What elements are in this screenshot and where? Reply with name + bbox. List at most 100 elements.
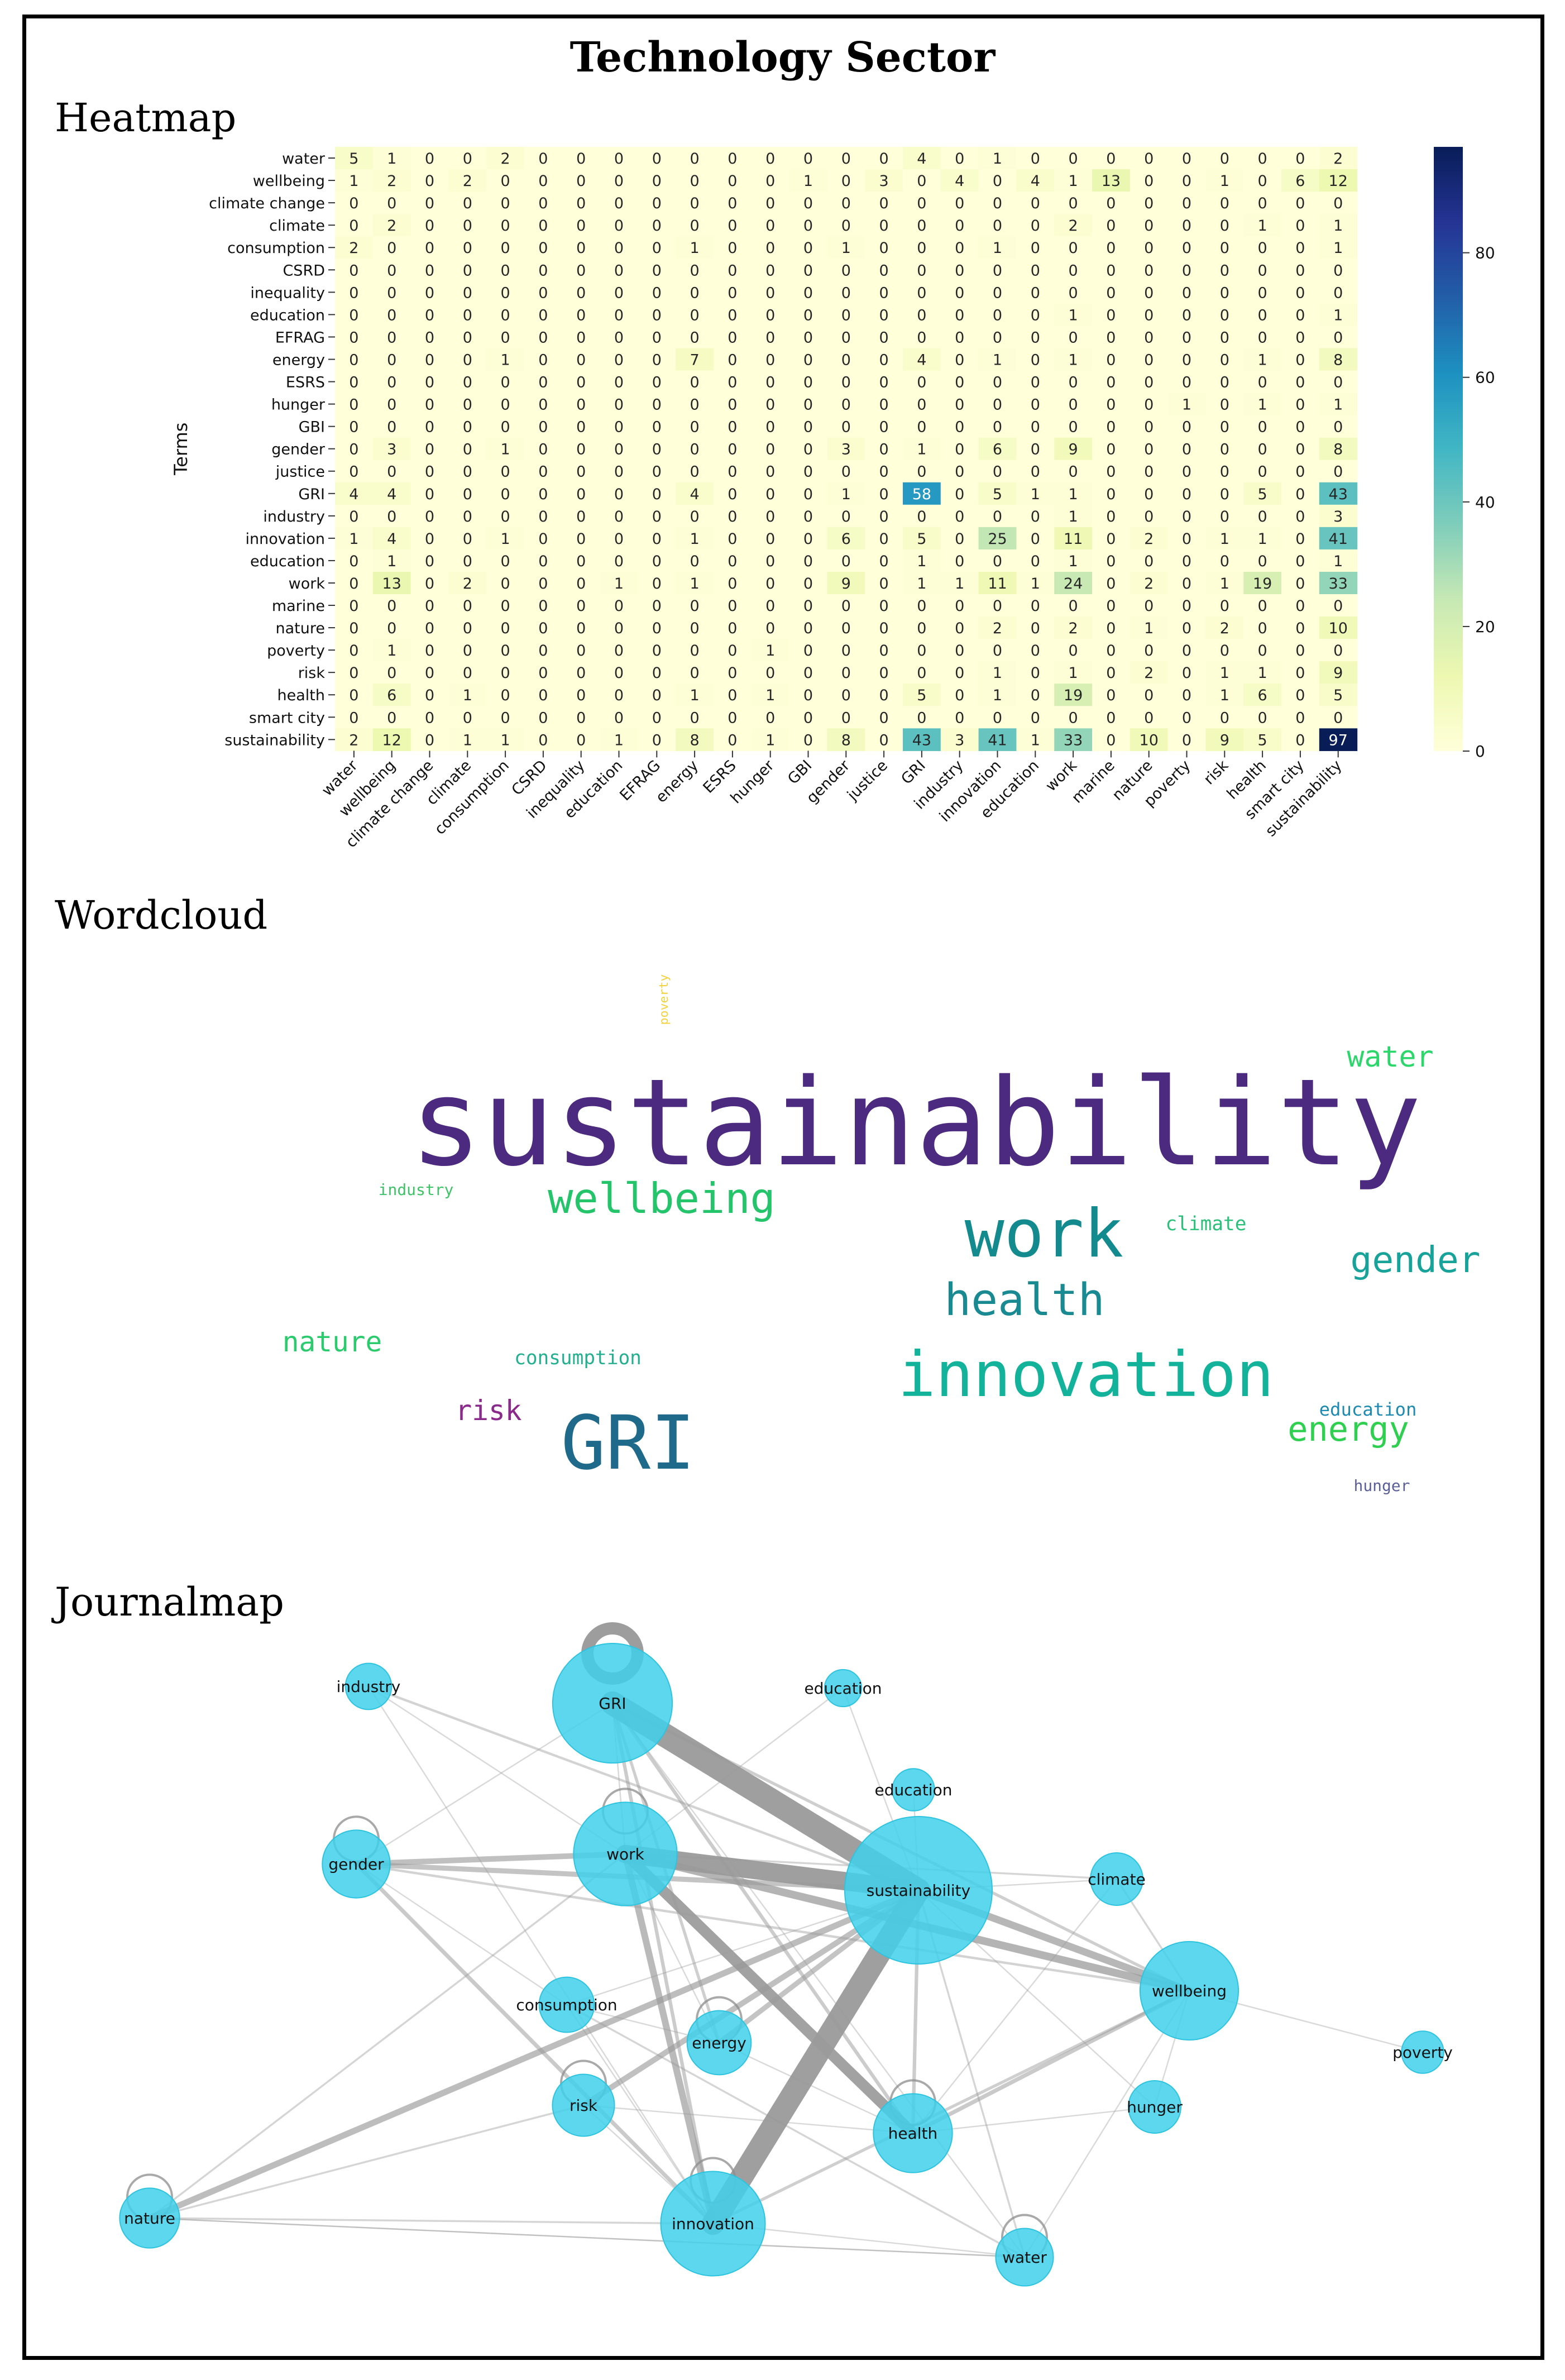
heatmap-cell xyxy=(827,259,865,281)
heatmap-cell xyxy=(940,437,979,461)
heatmap-cell xyxy=(335,549,374,572)
heatmap-cell xyxy=(638,661,676,684)
heatmap-cell xyxy=(1054,236,1093,259)
heatmap-cell-value: 0 xyxy=(576,217,586,235)
heatmap-cell xyxy=(1016,437,1055,461)
heatmap-cell-value: 0 xyxy=(1031,284,1040,302)
heatmap-cell-value: 0 xyxy=(1106,620,1116,637)
heatmap-cell xyxy=(638,192,676,214)
heatmap-cell-value: 0 xyxy=(1031,531,1040,548)
heatmap-cell-value: 1 xyxy=(1258,531,1267,548)
heatmap-cell xyxy=(940,348,979,371)
heatmap-cell-value: 0 xyxy=(690,598,700,615)
heatmap-cell-value: 0 xyxy=(728,284,737,302)
heatmap-cell xyxy=(1130,616,1169,639)
heatmap-cell-value: 0 xyxy=(614,284,624,302)
heatmap-cell xyxy=(638,348,676,371)
heatmap-cell-value: 0 xyxy=(1295,620,1305,637)
heatmap-cell-value: 0 xyxy=(652,195,662,212)
heatmap-cell xyxy=(1281,281,1320,304)
heatmap-cell-value: 5 xyxy=(1258,486,1267,503)
heatmap-cell-value: 0 xyxy=(614,217,624,235)
heatmap-cell-value: 0 xyxy=(728,329,737,346)
heatmap-cell-value: 0 xyxy=(728,531,737,548)
heatmap-cell-value: 0 xyxy=(879,374,889,391)
heatmap-cell-value: 0 xyxy=(841,284,851,302)
heatmap-cell xyxy=(486,281,525,304)
heatmap-cell-value: 0 xyxy=(841,173,851,190)
heatmap-cell-value: 5 xyxy=(917,687,926,704)
heatmap-cell-value: 6 xyxy=(993,441,1002,458)
heatmap-cell-value: 0 xyxy=(993,396,1002,414)
heatmap-cell xyxy=(676,303,714,326)
heatmap-cell-value: 0 xyxy=(1069,419,1078,436)
heatmap-cell xyxy=(714,482,752,505)
network-edge xyxy=(912,1878,1118,2134)
heatmap-cell-value: 0 xyxy=(425,374,434,391)
heatmap-cell xyxy=(978,482,1017,505)
heatmap-cell-value: 0 xyxy=(1333,419,1343,436)
heatmap-cell xyxy=(1016,639,1055,662)
heatmap-cell-value: 0 xyxy=(576,575,586,592)
heatmap-cell-value: 0 xyxy=(387,307,396,324)
heatmap-cell xyxy=(940,326,979,349)
network-edge xyxy=(355,1862,1191,1992)
heatmap-cell xyxy=(751,326,790,349)
heatmap-cell-value: 0 xyxy=(728,217,737,235)
heatmap-cell xyxy=(903,616,941,639)
heatmap-cell xyxy=(524,259,563,281)
heatmap-cell xyxy=(448,594,487,617)
heatmap-cell-value: 0 xyxy=(652,709,662,727)
heatmap-cell-value: 0 xyxy=(1182,150,1191,168)
heatmap-cell xyxy=(638,460,676,483)
colorbar-tick-label: 40 xyxy=(1475,493,1495,512)
heatmap-cell xyxy=(676,281,714,304)
row-label: sustainability xyxy=(224,732,325,749)
heatmap-cell-value: 0 xyxy=(1220,598,1229,615)
heatmap-cell-value: 1 xyxy=(387,150,396,168)
heatmap-cell xyxy=(940,706,979,729)
heatmap-cell-value: 0 xyxy=(765,351,775,369)
heatmap-cell-value: 0 xyxy=(955,441,964,458)
heatmap-cell-value: 1 xyxy=(501,531,510,548)
heatmap-cell-value: 0 xyxy=(425,463,434,481)
heatmap-cell-value: 0 xyxy=(765,419,775,436)
heatmap-cell-value: 0 xyxy=(1182,240,1191,257)
heatmap-cell xyxy=(410,192,449,214)
heatmap-cell-value: 0 xyxy=(993,508,1002,525)
heatmap-cell-value: 0 xyxy=(576,665,586,682)
heatmap-cell-value: 0 xyxy=(1031,642,1040,659)
network-edge xyxy=(355,1863,568,2006)
heatmap-cell-value: 0 xyxy=(1220,642,1229,659)
heatmap-cell-value: 0 xyxy=(1295,351,1305,369)
heatmap-cell xyxy=(676,370,714,394)
heatmap-cell xyxy=(486,259,525,281)
heatmap-cell-value: 33 xyxy=(1329,575,1348,592)
heatmap-cell-value: 0 xyxy=(538,262,548,279)
network-node-label: climate xyxy=(1088,1870,1146,1889)
heatmap-cell-value: 0 xyxy=(728,486,737,503)
network-node-label: consumption xyxy=(516,1996,617,2014)
heatmap-cell xyxy=(1281,661,1320,684)
heatmap-cell-value: 0 xyxy=(728,150,737,168)
heatmap-cell xyxy=(940,571,979,595)
heatmap-cell-value: 0 xyxy=(538,240,548,257)
network-edge xyxy=(367,1685,714,2225)
heatmap-cell xyxy=(1167,527,1206,550)
heatmap-cell-value: 0 xyxy=(728,687,737,704)
heatmap-cell-value: 11 xyxy=(1064,531,1083,548)
heatmap-cell-value: 1 xyxy=(690,240,700,257)
heatmap-cell xyxy=(486,326,525,349)
heatmap-cell xyxy=(1130,259,1169,281)
network-node xyxy=(1401,2030,1444,2074)
heatmap-cell xyxy=(865,147,903,170)
heatmap-cell-value: 0 xyxy=(538,150,548,168)
heatmap-cell-value: 0 xyxy=(1069,463,1078,481)
heatmap-cell xyxy=(600,504,638,528)
heatmap-cell xyxy=(1243,460,1282,483)
heatmap-cell xyxy=(448,393,487,416)
heatmap-cell-value: 2 xyxy=(1144,531,1154,548)
heatmap-cell xyxy=(372,415,411,438)
heatmap-cell xyxy=(789,348,827,371)
heatmap-cell-value: 0 xyxy=(576,441,586,458)
